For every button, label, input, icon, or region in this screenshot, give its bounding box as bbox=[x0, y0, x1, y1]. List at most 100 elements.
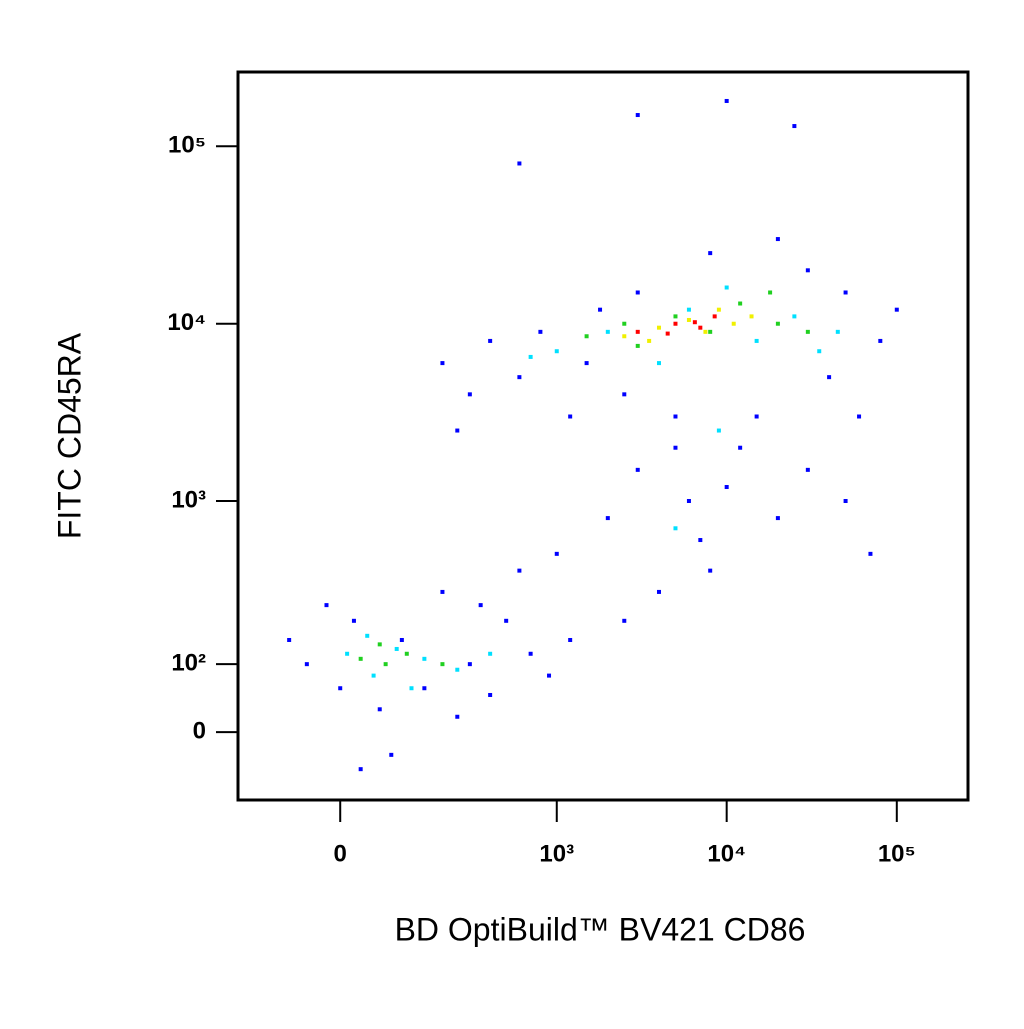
point bbox=[622, 392, 627, 397]
point bbox=[345, 651, 350, 656]
point bbox=[673, 314, 678, 319]
point bbox=[843, 290, 848, 295]
plot-frame bbox=[236, 70, 970, 802]
point bbox=[738, 445, 743, 450]
point bbox=[467, 392, 472, 397]
point bbox=[673, 445, 678, 450]
point bbox=[792, 124, 797, 129]
point bbox=[716, 307, 721, 312]
point bbox=[868, 551, 873, 556]
y-tick-label: 10⁵ bbox=[168, 132, 206, 159]
point bbox=[724, 485, 729, 490]
point bbox=[399, 637, 404, 642]
point bbox=[488, 651, 493, 656]
point bbox=[698, 538, 703, 543]
x-axis-title: BD OptiBuild™ BV421 CD86 bbox=[395, 911, 806, 947]
y-tick-label: 10³ bbox=[171, 486, 206, 513]
x-tick-label: 10⁴ bbox=[707, 840, 746, 867]
point bbox=[792, 314, 797, 319]
point bbox=[724, 285, 729, 290]
y-tick-label: 0 bbox=[193, 717, 206, 744]
point bbox=[568, 637, 573, 642]
point bbox=[488, 338, 493, 343]
point bbox=[635, 329, 640, 334]
point bbox=[686, 317, 691, 322]
point bbox=[754, 414, 759, 419]
point bbox=[478, 603, 483, 608]
point bbox=[324, 603, 329, 608]
point bbox=[817, 349, 822, 354]
point bbox=[383, 662, 388, 667]
point bbox=[665, 331, 670, 336]
point bbox=[358, 767, 363, 772]
point bbox=[584, 334, 589, 339]
point bbox=[504, 618, 509, 623]
point bbox=[805, 268, 810, 273]
point bbox=[547, 673, 552, 678]
point bbox=[517, 568, 522, 573]
point bbox=[673, 321, 678, 326]
y-tick-label: 10² bbox=[171, 649, 206, 676]
point bbox=[708, 329, 713, 334]
point bbox=[351, 618, 356, 623]
point bbox=[805, 467, 810, 472]
point bbox=[635, 290, 640, 295]
point bbox=[517, 161, 522, 166]
point bbox=[635, 113, 640, 118]
point bbox=[656, 589, 661, 594]
point bbox=[622, 334, 627, 339]
point bbox=[528, 651, 533, 656]
point bbox=[775, 516, 780, 521]
point bbox=[622, 321, 627, 326]
point bbox=[517, 375, 522, 380]
point bbox=[394, 646, 399, 651]
point bbox=[712, 314, 717, 319]
point bbox=[775, 321, 780, 326]
point bbox=[692, 320, 697, 325]
point bbox=[738, 301, 743, 306]
x-tick-label: 10⁵ bbox=[878, 840, 916, 867]
point bbox=[455, 714, 460, 719]
point bbox=[488, 692, 493, 697]
point bbox=[467, 662, 472, 667]
point bbox=[805, 329, 810, 334]
point bbox=[528, 354, 533, 359]
point bbox=[455, 428, 460, 433]
point bbox=[878, 338, 883, 343]
point bbox=[635, 343, 640, 348]
point bbox=[554, 349, 559, 354]
point bbox=[656, 361, 661, 366]
point bbox=[894, 307, 899, 312]
point bbox=[422, 656, 427, 661]
point bbox=[716, 428, 721, 433]
y-axis-title: FITC CD45RA bbox=[51, 332, 87, 539]
point bbox=[673, 526, 678, 531]
point bbox=[287, 637, 292, 642]
point bbox=[365, 633, 370, 638]
point bbox=[749, 314, 754, 319]
point bbox=[754, 338, 759, 343]
point bbox=[568, 414, 573, 419]
point bbox=[377, 707, 382, 712]
point bbox=[554, 551, 559, 556]
point bbox=[703, 329, 708, 334]
point bbox=[440, 361, 445, 366]
point bbox=[708, 568, 713, 573]
point bbox=[404, 651, 409, 656]
point bbox=[338, 686, 343, 691]
point bbox=[304, 662, 309, 667]
point bbox=[673, 414, 678, 419]
point bbox=[605, 329, 610, 334]
point bbox=[455, 667, 460, 672]
point bbox=[775, 237, 780, 242]
point bbox=[843, 499, 848, 504]
point bbox=[656, 325, 661, 330]
x-tick-label: 10³ bbox=[539, 840, 574, 867]
point bbox=[622, 618, 627, 623]
point bbox=[731, 321, 736, 326]
point bbox=[605, 516, 610, 521]
point bbox=[708, 251, 713, 256]
point bbox=[768, 290, 773, 295]
point bbox=[857, 414, 862, 419]
